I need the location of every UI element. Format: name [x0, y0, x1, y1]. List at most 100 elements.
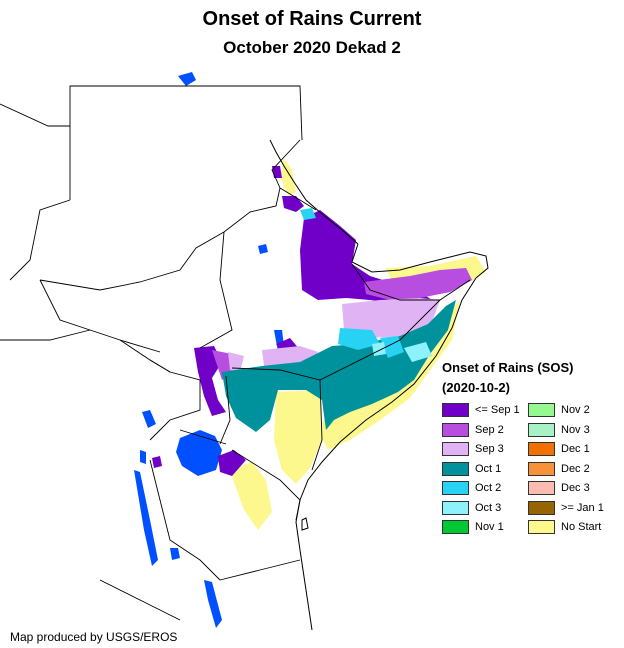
lake-tanganyika: [134, 470, 158, 566]
legend-label: <= Sep 1: [475, 404, 520, 416]
border-car-drc: [0, 329, 91, 341]
legend-swatch: [528, 500, 555, 515]
border-egypt-sudan: [0, 85, 303, 141]
legend-label: >= Jan 1: [561, 501, 604, 514]
legend-item: Nov 1: [442, 519, 504, 535]
lake-rukwa: [170, 548, 180, 560]
legend-item: Nov 3: [528, 422, 590, 438]
legend-date: (2020-10-2): [442, 380, 510, 395]
zone-no-start-kenya: [274, 390, 322, 484]
zone-sep3-uganda: [228, 352, 244, 372]
border-tanzania-south: [219, 559, 301, 581]
border-somaliland: [351, 263, 440, 301]
zone-oct1-coast: [330, 386, 372, 412]
zone-sep3-ethiopia: [342, 298, 440, 338]
legend-item: No Start: [528, 519, 601, 535]
border-uganda-tanzania: [179, 429, 227, 445]
map-title: Onset of Rains Current: [202, 8, 422, 30]
border-sudan-south: [39, 231, 225, 291]
zone-oct3-b: [372, 342, 386, 356]
legend: Onset of Rains (SOS) (2020-10-2) <= Sep …: [442, 358, 622, 534]
legend-item: Oct 1: [442, 461, 501, 477]
legend-item: Dec 2: [528, 461, 590, 477]
legend-label: Sep 2: [475, 423, 504, 436]
border-tanzania-west: [149, 459, 221, 581]
legend-label: Sep 3: [475, 443, 504, 455]
zone-sep2-ethiopia-east: [364, 268, 472, 300]
legend-swatch: [442, 481, 469, 495]
zone-sep1-djibouti: [282, 196, 304, 212]
legend-item: >= Jan 1: [528, 500, 604, 516]
country-borders: [0, 85, 471, 621]
zone-sep1-tanzania: [218, 450, 246, 476]
legend-swatch: [528, 520, 555, 534]
zone-oct2-c: [300, 208, 316, 220]
border-sudan-chad: [9, 199, 71, 281]
legend-item: Oct 3: [442, 500, 501, 516]
credit-text: Map produced by USGS/EROS: [10, 630, 178, 644]
legend-label: Dec 3: [561, 482, 590, 494]
border-south-sudan-ethiopia: [199, 231, 233, 349]
coastline: [269, 139, 489, 630]
legend-swatch: [528, 481, 555, 495]
border-south-sudan-drc: [119, 339, 161, 353]
legend-label: Nov 3: [561, 423, 590, 436]
legend-item: Sep 3: [442, 441, 504, 457]
legend-swatch: [528, 403, 555, 417]
border-south-sudan-car: [39, 279, 171, 373]
legend-label: Dec 2: [561, 462, 590, 475]
legend-label: Oct 3: [475, 501, 502, 514]
legend-item: Dec 3: [528, 480, 590, 496]
coast-gulf-aden: [351, 243, 489, 279]
legend-label: Oct 2: [475, 482, 502, 494]
legend-label: Oct 1: [475, 462, 502, 475]
border-kenya-somalia: [311, 379, 323, 471]
legend-swatch: [528, 442, 555, 456]
legend-item: Nov 2: [528, 402, 590, 418]
legend-swatch: [442, 422, 469, 437]
legend-label: Dec 1: [561, 443, 590, 455]
zone-no-start-somalia-coast: [318, 300, 460, 450]
zone-oct3-a: [404, 342, 432, 362]
zone-sep1-ethiopia: [300, 210, 432, 304]
legend-title: Onset of Rains (SOS): [442, 360, 574, 375]
lake-albert: [142, 410, 156, 428]
legend-item: Sep 2: [442, 422, 504, 438]
rain-zones: [152, 158, 486, 530]
legend-swatch: [528, 422, 555, 437]
lake-nasser-dot: [258, 244, 268, 254]
legend-swatch: [442, 520, 469, 534]
legend-label: Nov 2: [561, 404, 590, 416]
border-drc-zambia: [99, 579, 181, 621]
lake-tana-coast: [178, 72, 196, 86]
water-bodies: [134, 72, 284, 628]
zone-no-start-eritrea: [280, 158, 296, 196]
border-ethiopia-somalia: [339, 279, 471, 371]
map-subtitle: October 2020 Dekad 2: [223, 38, 401, 57]
zone-sep1-rwanda: [152, 456, 162, 468]
border-sudan-ethiopia: [223, 139, 301, 233]
border-ethiopia-kenya: [231, 367, 341, 381]
legend-swatch: [442, 500, 469, 515]
legend-swatch: [442, 403, 469, 417]
island-zanzibar: [301, 517, 309, 531]
zone-no-start-tanzania: [230, 462, 272, 530]
legend-swatch: [442, 461, 469, 476]
legend-label: No Start: [561, 521, 602, 533]
legend-item: Dec 1: [528, 441, 590, 457]
zone-oct2-a: [338, 328, 380, 350]
lake-kivu: [140, 450, 146, 464]
lake-malawi: [204, 580, 222, 628]
lake-victoria: [176, 430, 222, 476]
legend-item: Oct 2: [442, 480, 501, 496]
legend-label: Nov 1: [475, 521, 504, 533]
coast-indian-ocean: [295, 277, 477, 630]
legend-swatch: [528, 461, 555, 476]
border-drc-uganda: [149, 359, 201, 441]
border-kenya-uganda: [219, 375, 231, 445]
border-eritrea-ethiopia: [279, 187, 317, 211]
zone-oct1-main: [222, 300, 456, 432]
coast-red-sea: [269, 139, 359, 245]
legend-item: <= Sep 1: [442, 402, 520, 418]
east-africa-map: [0, 72, 489, 630]
